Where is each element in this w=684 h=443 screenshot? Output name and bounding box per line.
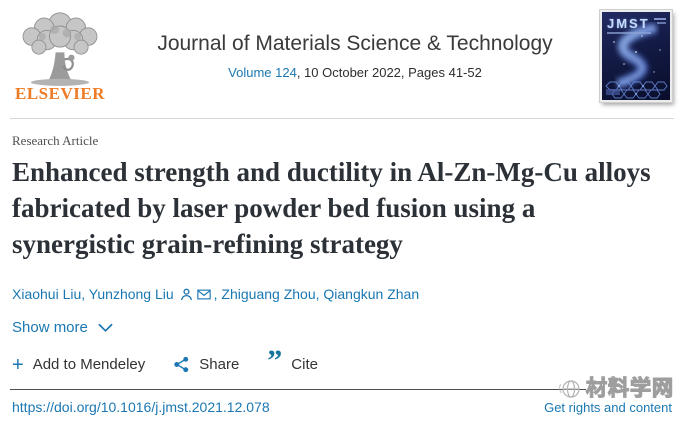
double-quote-icon: ”: [267, 343, 283, 377]
site-watermark: 材料学网: [558, 376, 674, 402]
journal-heading: Journal of Materials Science & Technolog…: [110, 10, 600, 80]
author-names-1[interactable]: Xiaohui Liu, Yunzhong Liu: [12, 286, 174, 302]
elsevier-logo[interactable]: ELSEVIER: [10, 10, 110, 104]
chevron-down-icon: [98, 323, 113, 332]
watermark-text: 材料学网: [585, 376, 674, 401]
cover-subtitle-line: [607, 32, 651, 34]
article-header: Research Article Enhanced strength and d…: [0, 133, 684, 377]
cover-issue-text: [654, 18, 666, 20]
elsevier-tree-icon: [22, 12, 98, 86]
show-more-button[interactable]: Show more: [12, 319, 113, 336]
get-rights-link[interactable]: Get rights and content: [544, 400, 672, 415]
journal-cover-thumbnail[interactable]: JMST: [599, 9, 673, 103]
person-icon[interactable]: [180, 288, 193, 301]
globe-icon: [558, 380, 580, 398]
cite-button[interactable]: ” Cite: [267, 343, 318, 377]
envelope-icon[interactable]: [196, 289, 211, 300]
header-divider: [10, 118, 674, 119]
volume-link[interactable]: Volume 124: [228, 65, 297, 80]
cover-art: [605, 22, 668, 99]
add-to-mendeley-button[interactable]: + Add to Mendeley: [12, 353, 146, 376]
article-toolbar: + Add to Mendeley Share ” Cite: [12, 343, 672, 377]
share-network-icon: [174, 356, 189, 373]
article-title: Enhanced strength and ductility in Al-Zn…: [12, 157, 651, 259]
cite-label: Cite: [291, 356, 318, 373]
show-more-label: Show more: [12, 319, 88, 336]
cover-masthead: JMST: [607, 16, 650, 31]
author-names-2[interactable]: , Zhiguang Zhou, Qiangkun Zhan: [213, 286, 420, 302]
author-list: Xiaohui Liu, Yunzhong Liu , Zhiguang Zho…: [12, 286, 672, 302]
elsevier-wordmark: ELSEVIER: [15, 84, 105, 103]
plus-icon: +: [12, 353, 24, 376]
journal-banner: ELSEVIER Journal of Materials Science & …: [0, 0, 684, 110]
doi-link[interactable]: https://doi.org/10.1016/j.jmst.2021.12.0…: [12, 399, 270, 415]
share-button[interactable]: Share: [173, 356, 239, 373]
volume-line: Volume 124, 10 October 2022, Pages 41-52: [110, 65, 600, 80]
cover-footer-mark: [606, 89, 620, 95]
article-footer: https://doi.org/10.1016/j.jmst.2021.12.0…: [10, 376, 674, 415]
add-to-mendeley-label: Add to Mendeley: [32, 356, 146, 373]
article-type-label: Research Article: [12, 133, 99, 148]
share-label: Share: [199, 356, 240, 373]
cover-issue-text2: [657, 22, 666, 24]
issue-date-pages: , 10 October 2022, Pages 41-52: [296, 65, 482, 80]
journal-title-link[interactable]: Journal of Materials Science & Technolog…: [157, 32, 553, 55]
